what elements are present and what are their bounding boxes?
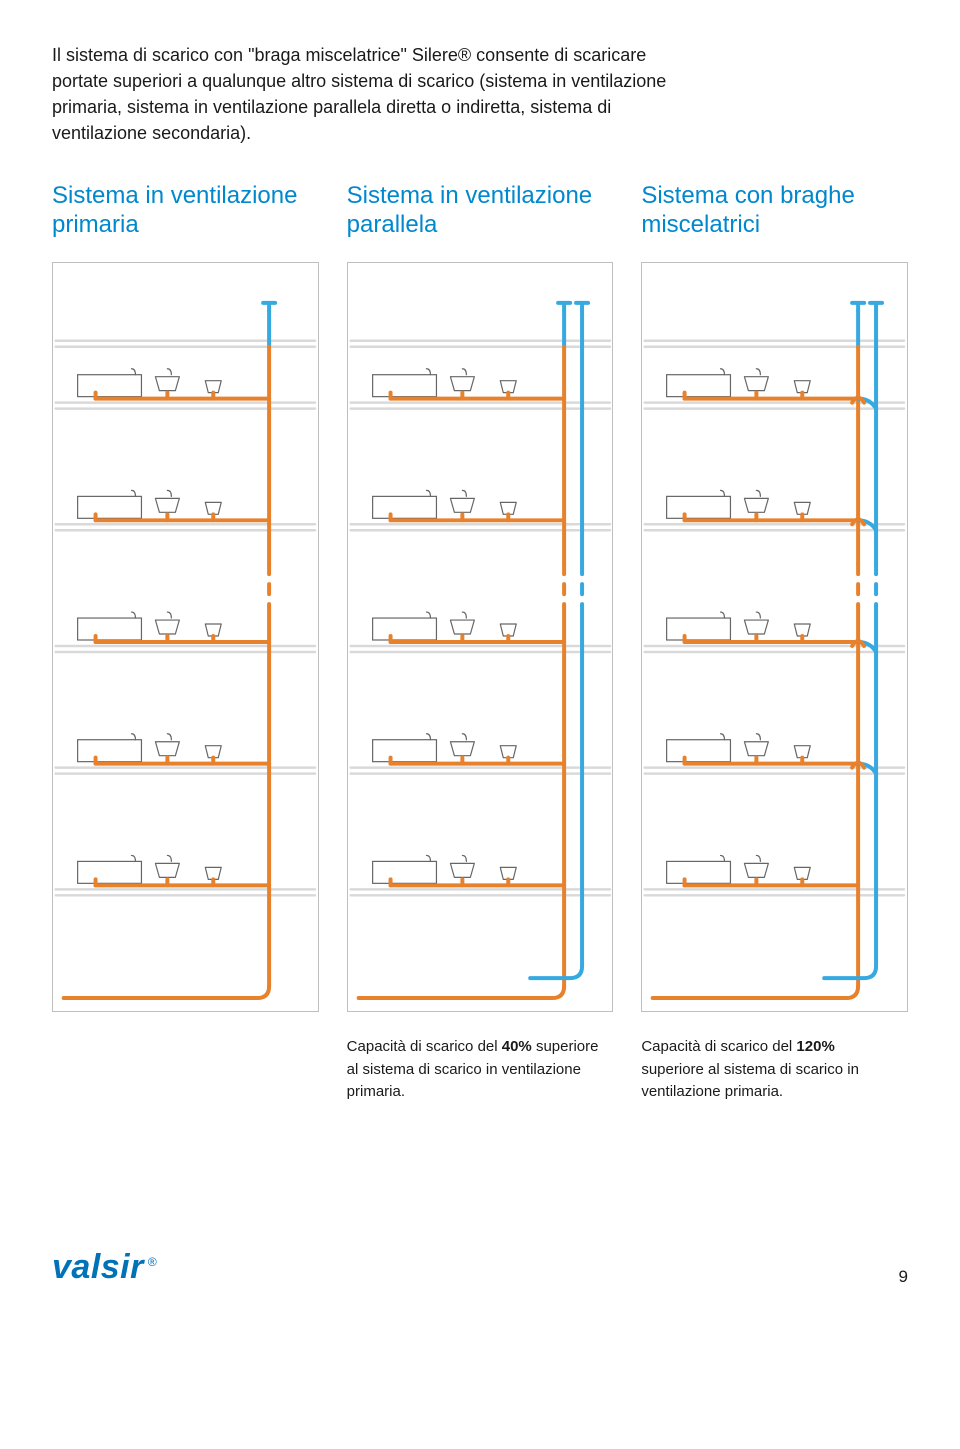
col-1-caption: Capacità di scarico del 40% superiore al… [347, 1036, 614, 1104]
col-1-title: Sistema in ventilazione parallela [347, 182, 614, 244]
diagram-parallela [347, 262, 614, 1012]
intro-text: Il sistema di scarico con "braga miscela… [52, 42, 692, 146]
col-0-title: Sistema in ventilazione primaria [52, 182, 319, 244]
diagram-braghe [641, 262, 908, 1012]
logo: valsir® [52, 1248, 157, 1287]
page-number: 9 [899, 1267, 908, 1287]
col-2-title: Sistema con braghe miscelatrici [641, 182, 908, 244]
diagram-primaria [52, 262, 319, 1012]
col-2-caption: Capacità di scarico del 120% superiore a… [641, 1036, 908, 1104]
columns: Sistema in ventilazione primaria Sistema… [52, 182, 908, 1104]
